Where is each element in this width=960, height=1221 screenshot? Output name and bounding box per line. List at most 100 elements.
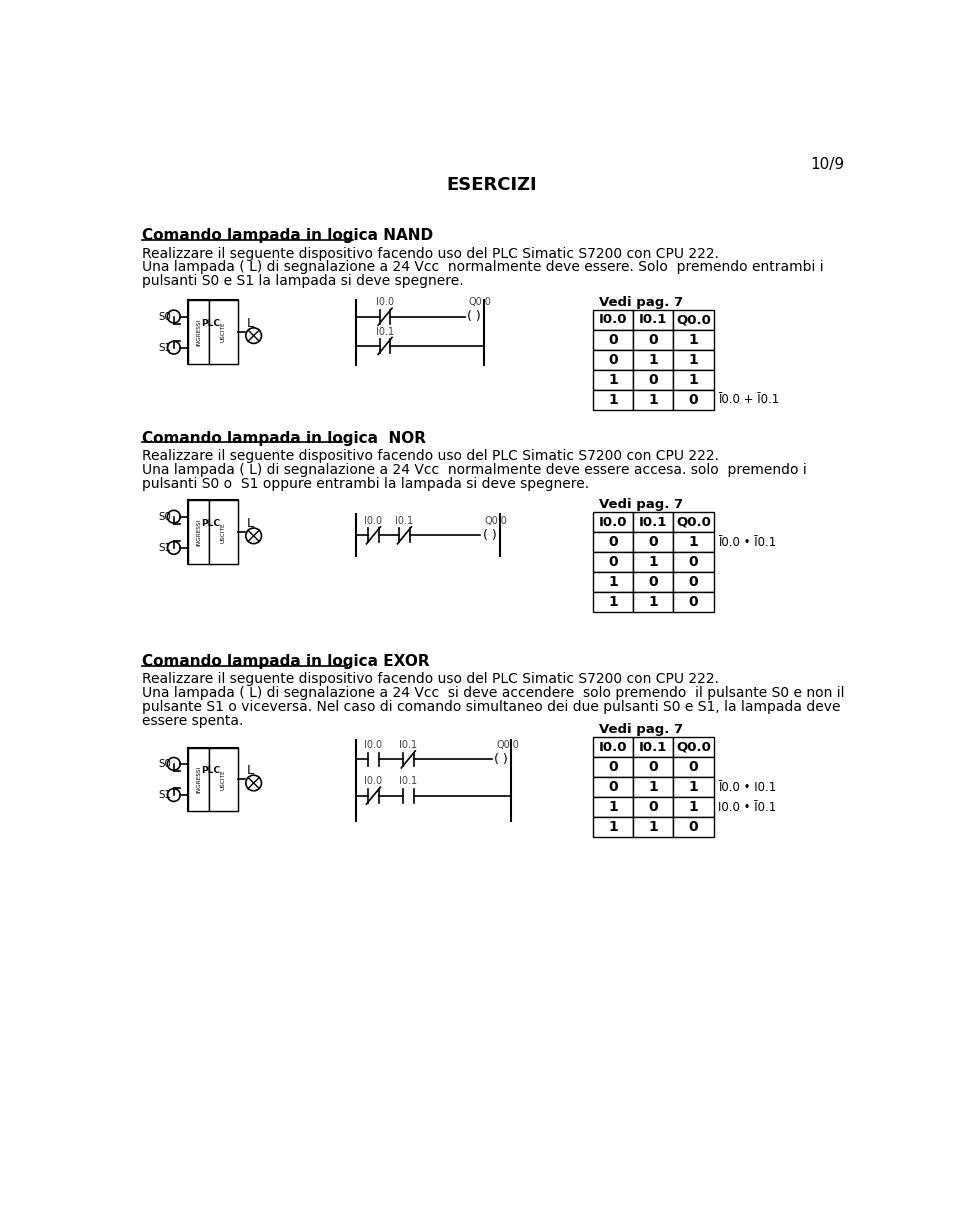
Text: I0.0: I0.0 <box>599 741 627 753</box>
Text: I0.0: I0.0 <box>599 515 627 529</box>
Bar <box>592 370 633 389</box>
Bar <box>673 310 713 330</box>
Bar <box>188 747 238 811</box>
Bar <box>592 573 633 592</box>
Bar <box>673 370 713 389</box>
Text: I0.1: I0.1 <box>399 777 418 786</box>
Bar <box>633 349 673 370</box>
Text: 0: 0 <box>648 800 658 814</box>
Bar <box>188 300 238 364</box>
Text: S0: S0 <box>158 311 171 321</box>
Bar <box>592 817 633 838</box>
Text: PLC: PLC <box>201 319 220 328</box>
Bar <box>633 389 673 410</box>
Text: INGRESSI: INGRESSI <box>196 519 201 546</box>
Text: 0: 0 <box>688 761 698 774</box>
Text: Una lampada ( L) di segnalazione a 24 Vcc  normalmente deve essere. Solo  premen: Una lampada ( L) di segnalazione a 24 Vc… <box>142 260 824 275</box>
Text: 1: 1 <box>608 393 618 407</box>
Text: PLC: PLC <box>201 767 220 775</box>
Text: Realizzare il seguente dispositivo facendo uso del PLC Simatic S7200 con CPU 222: Realizzare il seguente dispositivo facen… <box>142 449 719 463</box>
Bar <box>209 300 238 364</box>
Text: Vedi pag. 7: Vedi pag. 7 <box>599 723 684 736</box>
Bar <box>188 300 209 364</box>
Text: I0.1: I0.1 <box>639 741 667 753</box>
Bar <box>592 349 633 370</box>
Text: 0: 0 <box>608 780 617 794</box>
Text: Comando lampada in logica  NOR: Comando lampada in logica NOR <box>142 431 425 446</box>
Text: 0: 0 <box>608 333 617 347</box>
Text: 1: 1 <box>608 372 618 387</box>
Text: 0: 0 <box>608 761 617 774</box>
Bar <box>673 797 713 817</box>
Text: I0.1: I0.1 <box>376 327 395 337</box>
Text: Q0.0: Q0.0 <box>468 298 492 308</box>
Bar <box>633 737 673 757</box>
Text: 1: 1 <box>608 596 618 609</box>
Text: Una lampada ( L) di segnalazione a 24 Vcc  normalmente deve essere accesa. solo : Una lampada ( L) di segnalazione a 24 Vc… <box>142 463 806 477</box>
Text: 1: 1 <box>688 333 698 347</box>
Text: INGRESSI: INGRESSI <box>196 766 201 794</box>
Text: I0.1: I0.1 <box>639 314 667 326</box>
Bar <box>209 747 238 811</box>
Text: Q0.0: Q0.0 <box>676 515 711 529</box>
Bar <box>673 757 713 777</box>
Text: S0: S0 <box>158 759 171 769</box>
Bar <box>673 737 713 757</box>
Bar <box>633 330 673 349</box>
Text: 1: 1 <box>648 596 658 609</box>
Text: 1: 1 <box>688 780 698 794</box>
Bar <box>592 532 633 552</box>
Text: Comando lampada in logica NAND: Comando lampada in logica NAND <box>142 228 433 243</box>
Bar <box>592 330 633 349</box>
Text: 1: 1 <box>688 353 698 366</box>
Text: 0: 0 <box>648 333 658 347</box>
Text: 0: 0 <box>608 535 617 549</box>
Text: Q0.0: Q0.0 <box>676 314 711 326</box>
Text: L: L <box>248 518 254 530</box>
Text: 0: 0 <box>648 372 658 387</box>
Bar <box>188 501 238 564</box>
Text: 0: 0 <box>648 535 658 549</box>
Bar <box>633 592 673 613</box>
Text: 1: 1 <box>648 780 658 794</box>
Bar <box>592 592 633 613</box>
Bar <box>592 737 633 757</box>
Text: 1: 1 <box>608 800 618 814</box>
Bar <box>673 330 713 349</box>
Bar <box>592 310 633 330</box>
Text: USCITE: USCITE <box>221 322 226 342</box>
Text: S0: S0 <box>158 512 171 521</box>
Bar <box>673 573 713 592</box>
Bar <box>592 757 633 777</box>
Text: Comando lampada in logica EXOR: Comando lampada in logica EXOR <box>142 654 429 669</box>
Text: I0.0: I0.0 <box>376 298 395 308</box>
Text: Ī0.0 + Ī0.1: Ī0.0 + Ī0.1 <box>717 393 779 407</box>
Text: S1: S1 <box>158 343 171 353</box>
Text: 0: 0 <box>688 556 698 569</box>
Bar <box>188 501 209 564</box>
Bar <box>592 552 633 573</box>
Text: 1: 1 <box>688 800 698 814</box>
Text: 0: 0 <box>688 821 698 834</box>
Bar <box>633 757 673 777</box>
Bar <box>633 777 673 797</box>
Text: ( ): ( ) <box>494 753 508 766</box>
Text: 0: 0 <box>688 596 698 609</box>
Text: ( ): ( ) <box>483 529 496 542</box>
Text: 1: 1 <box>648 556 658 569</box>
Text: I0.0 • Ī0.1: I0.0 • Ī0.1 <box>717 801 776 813</box>
Bar <box>673 532 713 552</box>
Text: 0: 0 <box>648 575 658 590</box>
Text: PLC: PLC <box>201 519 220 529</box>
Text: 1: 1 <box>608 575 618 590</box>
Bar <box>633 310 673 330</box>
Text: L: L <box>248 764 254 778</box>
Bar <box>592 797 633 817</box>
Bar <box>673 513 713 532</box>
Bar <box>673 592 713 613</box>
Text: ESERCIZI: ESERCIZI <box>446 176 538 194</box>
Text: I0.0: I0.0 <box>365 516 382 526</box>
Text: 1: 1 <box>648 821 658 834</box>
Text: INGRESSI: INGRESSI <box>196 319 201 346</box>
Text: 1: 1 <box>688 372 698 387</box>
